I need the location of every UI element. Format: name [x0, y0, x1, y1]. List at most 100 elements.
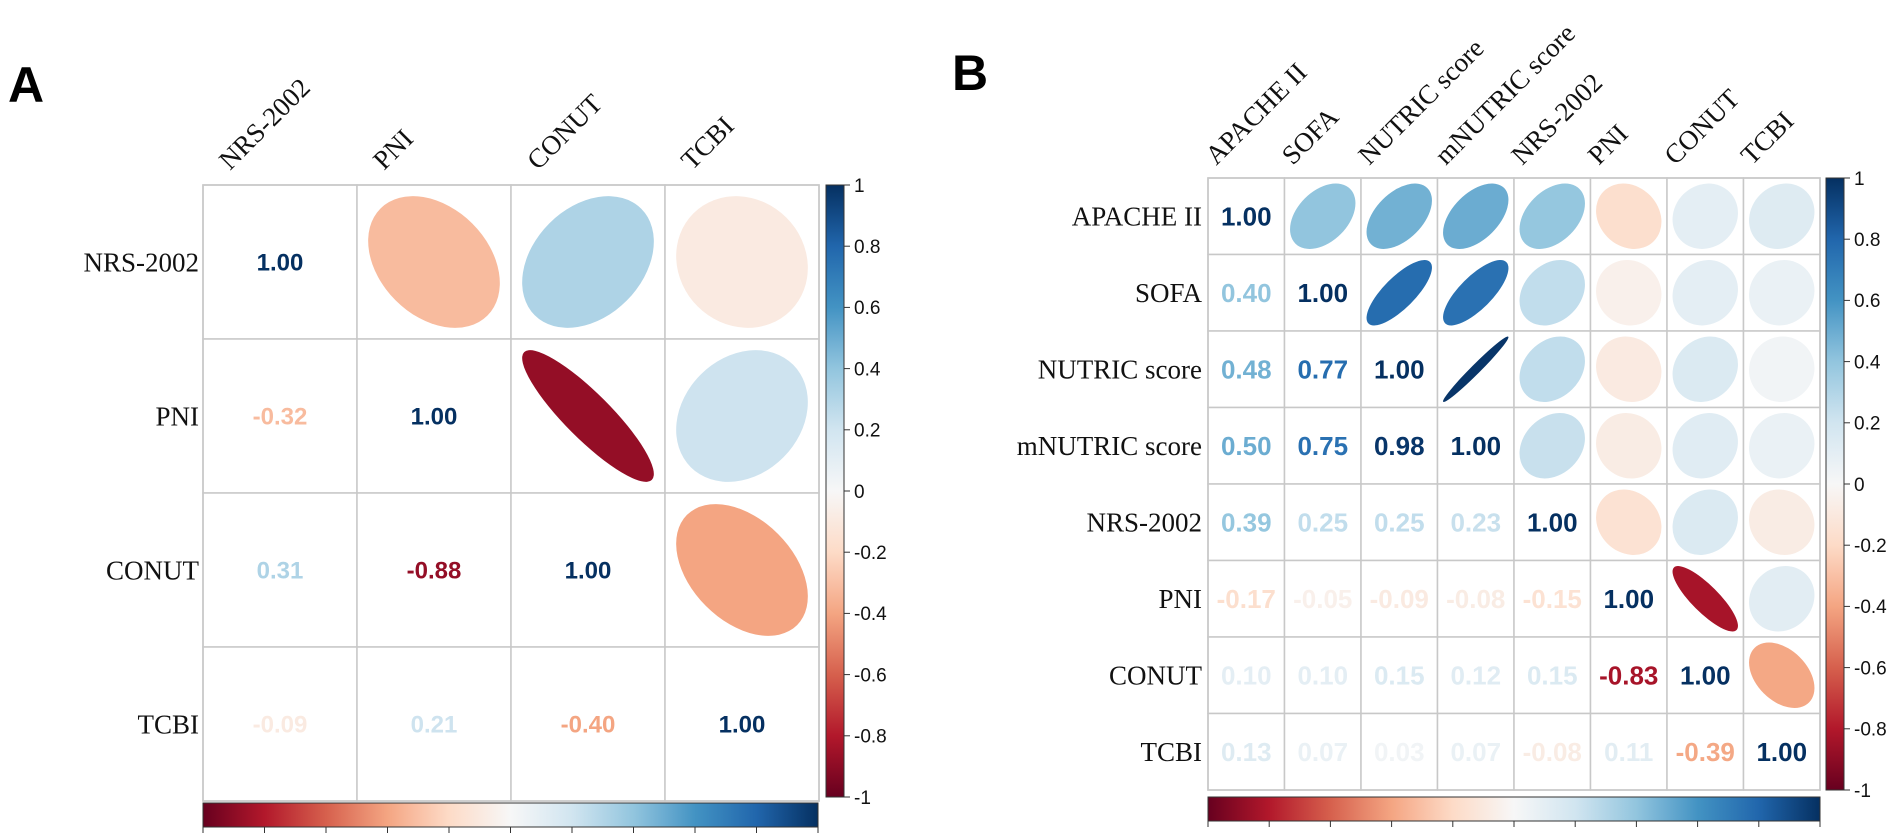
corr-value: 0.77 — [1297, 355, 1348, 385]
ellipse-mark — [1749, 413, 1815, 479]
corr-value: 0.48 — [1221, 355, 1272, 385]
colorbar-tick-label: 0.6 — [854, 298, 880, 319]
panel-a: A 1.00-0.32 1.000.31 -0.88 1.00-0.09 0.21 -0.… — [8, 57, 887, 833]
ellipse-mark — [1672, 566, 1738, 632]
corr-value: 0.10 — [1221, 661, 1272, 691]
ellipse-mark — [1443, 260, 1509, 326]
cell-0-2-2 — [510, 492, 666, 648]
ellipse-mark — [1290, 183, 1356, 249]
colorbar-vertical — [1825, 177, 1845, 791]
grid-border — [1207, 177, 1821, 791]
corr-value: -0.05 — [1293, 584, 1352, 614]
row-label: mNUTRIC score — [1017, 431, 1202, 461]
ellipse-mark — [1519, 260, 1585, 326]
ellipse-mark — [1749, 489, 1815, 555]
corr-value: 0.11 — [1604, 737, 1653, 767]
ellipse-mark — [1596, 183, 1662, 249]
ellipse-mark — [1366, 260, 1432, 326]
column-label: TCBI — [675, 111, 740, 176]
ellipse-mark — [1519, 413, 1585, 479]
cell-1-5-3 — [1436, 559, 1515, 638]
corr-value: 0.25 — [1297, 508, 1348, 538]
row-label: NUTRIC score — [1038, 355, 1202, 385]
colorbar-tick-label: 0.2 — [1854, 414, 1880, 435]
cell-1-5-5 — [1589, 559, 1668, 638]
colorbar-tick-label: -0.6 — [854, 665, 887, 686]
ellipse-mark — [1749, 566, 1815, 632]
cell-0-2-1 — [356, 492, 512, 648]
cell-1-3-0 — [1207, 406, 1286, 485]
colorbar-tick-label: 0.6 — [1854, 291, 1880, 312]
colorbar-horizontal — [202, 802, 819, 828]
corr-value: -0.08 — [1446, 584, 1505, 614]
corr-value: -0.09 — [1370, 584, 1429, 614]
colorbar-tick-label: -1 — [1854, 781, 1871, 802]
corr-value: -0.83 — [1599, 661, 1658, 691]
ellipse-mark — [1749, 183, 1815, 249]
ellipse-mark — [368, 196, 500, 328]
cell-1-6-0 — [1207, 636, 1286, 715]
ellipse-mark — [1519, 336, 1585, 402]
colorbar-tick-label: -0.4 — [854, 604, 887, 625]
cell-1-7-4 — [1513, 712, 1592, 791]
corr-value: 0.13 — [1221, 737, 1272, 767]
corr-value: 0.10 — [1297, 661, 1348, 691]
corr-value: 0.25 — [1374, 508, 1425, 538]
colorbar-tick-label: 0.8 — [1854, 230, 1880, 251]
column-label: PNI — [367, 123, 419, 175]
corr-value: -0.39 — [1676, 737, 1735, 767]
corr-value: -0.40 — [561, 712, 616, 739]
ellipse-mark — [1672, 260, 1738, 326]
colorbar-tick-label: -0.2 — [1854, 536, 1887, 557]
corr-value: -0.17 — [1217, 584, 1276, 614]
cell-0-3-1 — [356, 646, 512, 802]
corr-value: 0.39 — [1221, 508, 1272, 538]
colorbar-horizontal — [1207, 796, 1821, 822]
corr-value: 1.00 — [1603, 584, 1654, 614]
colorbar-tick-label: 1 — [854, 176, 865, 197]
cell-0-1-0 — [202, 338, 358, 494]
ellipse-mark — [676, 196, 808, 328]
cell-0-3-2 — [510, 646, 666, 802]
cell-1-4-3 — [1436, 483, 1515, 562]
ellipse-mark — [1596, 413, 1662, 479]
cell-0-0-0 — [202, 184, 358, 340]
panel-b-label: B — [952, 45, 988, 101]
panel-b: B 1.000.40 1.000.48 0.77 1.000.50 0.75 0.98 1.… — [952, 18, 1887, 827]
corr-value: 1.00 — [1680, 661, 1731, 691]
cell-1-6-4 — [1513, 636, 1592, 715]
cell-1-7-3 — [1436, 712, 1515, 791]
cell-1-4-0 — [1207, 483, 1286, 562]
corr-value: 0.75 — [1297, 431, 1348, 461]
corr-value: -0.08 — [1523, 737, 1582, 767]
ellipse-mark — [676, 350, 808, 482]
colorbar-tick-label: 0.4 — [1854, 352, 1881, 373]
corr-value: 1.00 — [1450, 431, 1501, 461]
cell-1-4-1 — [1283, 483, 1362, 562]
corr-value: 0.40 — [1221, 278, 1272, 308]
cell-1-7-1 — [1283, 712, 1362, 791]
colorbar-tick-label: -1 — [854, 788, 871, 809]
cell-0-1-1 — [356, 338, 512, 494]
corr-value: 1.00 — [1527, 508, 1578, 538]
colorbar-vertical — [825, 184, 845, 798]
column-label: SOFA — [1276, 101, 1345, 170]
corr-value: 0.50 — [1221, 431, 1272, 461]
corr-value: 1.00 — [1374, 355, 1425, 385]
ellipse-mark — [676, 504, 808, 636]
ellipse-mark — [1596, 336, 1662, 402]
column-label: PNI — [1582, 118, 1634, 170]
corr-value: 0.15 — [1527, 661, 1578, 691]
cell-0-2-0 — [202, 492, 358, 648]
corr-value: 0.15 — [1374, 661, 1425, 691]
corr-value: 0.23 — [1450, 508, 1501, 538]
corr-value: -0.88 — [407, 558, 462, 585]
cell-0-3-0 — [202, 646, 358, 802]
row-label: TCBI — [137, 709, 199, 739]
row-label: APACHE II — [1072, 202, 1202, 232]
column-label: mNUTRIC score — [1429, 18, 1581, 170]
corr-value: 1.00 — [1756, 737, 1807, 767]
row-label: CONUT — [106, 555, 200, 585]
colorbar-tick-label: 0.8 — [854, 237, 880, 258]
